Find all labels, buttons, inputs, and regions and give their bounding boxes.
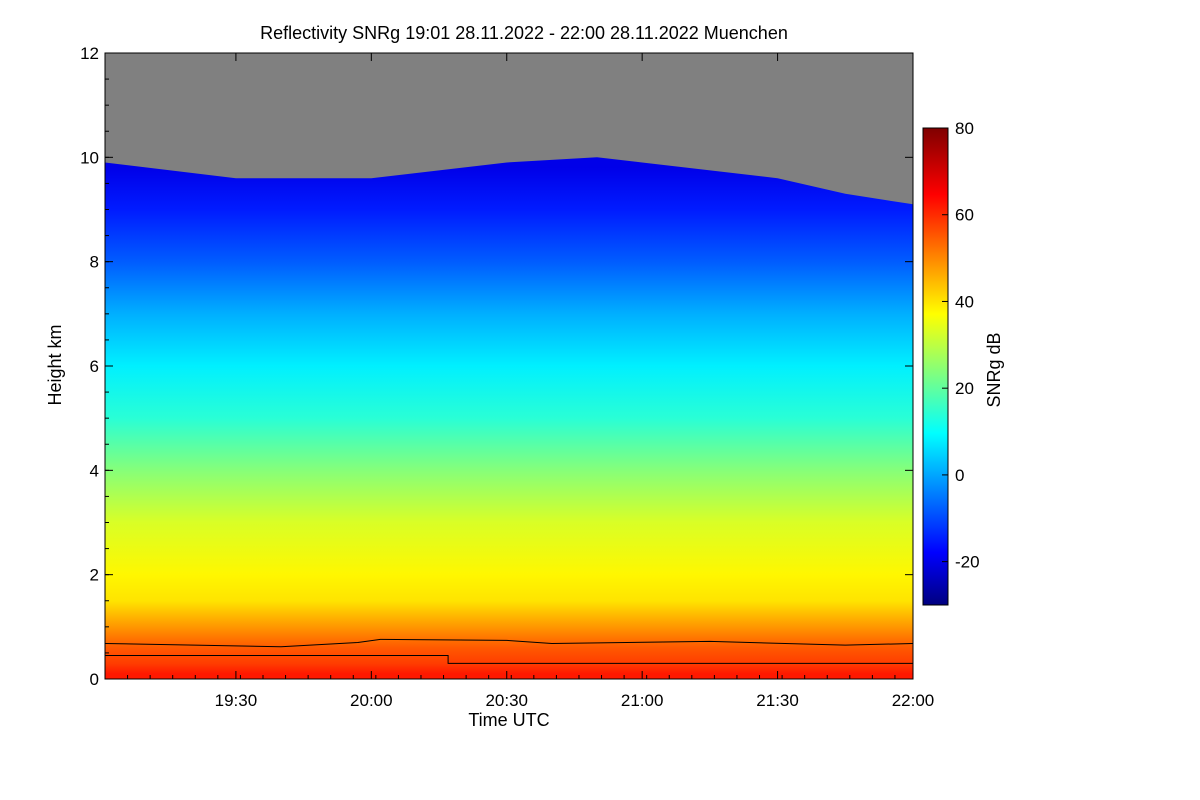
x-tick-label: 19:30: [215, 691, 258, 710]
y-tick-label: 10: [80, 148, 99, 167]
colorbar-tick-label: 60: [955, 206, 974, 225]
colorbar-tick-label: 0: [955, 466, 964, 485]
y-tick-label: 12: [80, 44, 99, 63]
boundary-line-2: [105, 655, 913, 664]
y-tick-label: 2: [90, 566, 99, 585]
boundary-lines: [105, 638, 913, 664]
colorbar-ticks: -20 0 20 40 60 80: [942, 119, 980, 572]
y-tick-label: 8: [90, 253, 99, 272]
heatmap-signal-region: [105, 157, 913, 679]
x-tick-label: 20:00: [350, 691, 393, 710]
colorbar-tick-label: -20: [955, 553, 980, 572]
boundary-line-1: [105, 638, 913, 648]
plot-area: [105, 53, 913, 679]
y-axis: 0 2 4 6 8 10 12: [80, 44, 913, 689]
x-tick-label: 21:00: [621, 691, 664, 710]
x-tick-label: 21:30: [756, 691, 799, 710]
y-tick-label: 0: [90, 670, 99, 689]
colorbar-title: SNRg dB: [984, 332, 1004, 407]
colorbar-tick-label: 80: [955, 119, 974, 138]
y-axis-title: Height km: [45, 324, 65, 405]
y-tick-label: 6: [90, 357, 99, 376]
colorbar-tick-label: 40: [955, 292, 974, 311]
chart-title: Reflectivity SNRg 19:01 28.11.2022 - 22:…: [260, 23, 788, 43]
colorbar-tick-label: 20: [955, 379, 974, 398]
y-tick-label: 4: [90, 461, 99, 480]
colorbar-gradient: [922, 127, 949, 606]
colorbar: -20 0 20 40 60 80 SNRg dB: [922, 119, 1004, 606]
x-tick-label: 20:30: [485, 691, 528, 710]
x-axis: 19:30 20:00 20:30 21:00 21:30 22:00: [104, 53, 935, 710]
x-axis-title: Time UTC: [468, 710, 549, 730]
x-tick-label: 22:00: [892, 691, 935, 710]
